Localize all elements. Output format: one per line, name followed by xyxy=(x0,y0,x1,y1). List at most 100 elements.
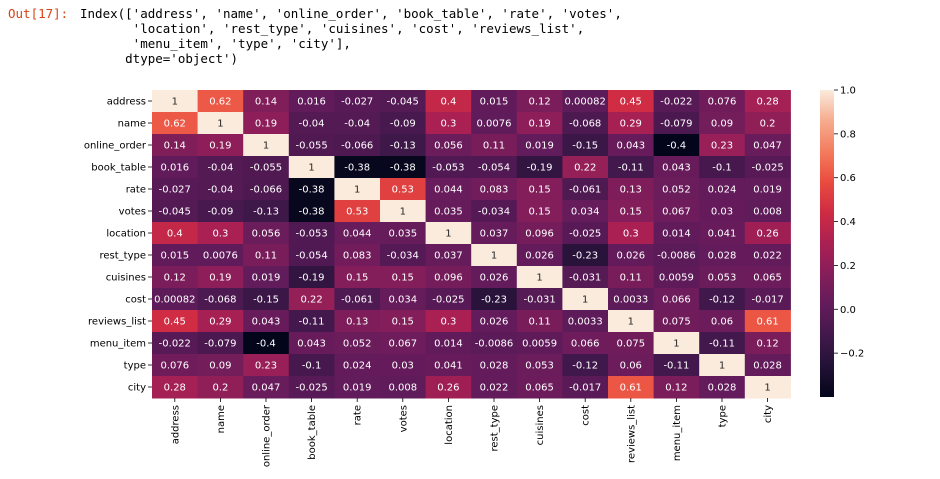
cell-value-label: 0.066 xyxy=(662,295,691,306)
cell-value-label: 0.028 xyxy=(753,361,782,372)
heatmap-cell xyxy=(653,200,700,223)
heatmap-cell xyxy=(197,310,244,333)
cell-value-label: 0.015 xyxy=(480,97,509,108)
heatmap-cell xyxy=(608,90,655,113)
cell-value-label: 0.11 xyxy=(528,317,550,328)
heatmap-cell xyxy=(197,244,244,267)
heatmap-cell xyxy=(197,156,244,179)
cell-value-label: 0.15 xyxy=(392,317,414,328)
heatmap-cell xyxy=(288,90,335,113)
cell-value-label: -0.079 xyxy=(660,119,692,130)
heatmap-cell xyxy=(471,200,518,223)
cell-value-label: 0.61 xyxy=(620,383,642,394)
heatmap-cell xyxy=(471,156,518,179)
cell-value-label: 0.024 xyxy=(343,361,372,372)
cell-value-label: 0.12 xyxy=(665,383,687,394)
cell-value-label: 0.056 xyxy=(434,141,463,152)
heatmap-cell xyxy=(425,310,472,333)
heatmap-cell xyxy=(243,310,290,333)
heatmap-cell xyxy=(744,376,791,399)
heatmap-cell xyxy=(471,310,518,333)
heatmap-cell xyxy=(653,288,700,311)
cell-value-label: 0.26 xyxy=(756,229,778,240)
cell-value-label: 0.041 xyxy=(708,229,737,240)
heatmap-cell xyxy=(608,266,655,289)
column-label: name xyxy=(216,405,227,433)
heatmap-cell xyxy=(562,376,609,399)
heatmap-cell xyxy=(516,376,563,399)
cell-value-label: 0.066 xyxy=(571,339,600,350)
cell-value-label: 0.067 xyxy=(388,339,417,350)
heatmap-cell xyxy=(516,90,563,113)
cell-value-label: -0.079 xyxy=(204,339,236,350)
cell-value-label: 1 xyxy=(491,251,497,262)
cell-value-label: -0.031 xyxy=(569,273,601,284)
cell-value-label: 0.29 xyxy=(620,119,642,130)
heatmap-cell xyxy=(699,310,746,333)
column-label: reviews_list xyxy=(626,405,637,463)
colorbar xyxy=(820,90,834,397)
cell-value-label: -0.11 xyxy=(618,163,644,174)
column-label: menu_item xyxy=(672,405,683,461)
heatmap-cell xyxy=(380,134,427,157)
row-label: rest_type xyxy=(99,251,146,262)
heatmap-cell xyxy=(288,200,335,223)
cell-value-label: 0.076 xyxy=(708,97,737,108)
heatmap-cell xyxy=(699,112,746,135)
heatmap-cell xyxy=(334,90,381,113)
heatmap-cell xyxy=(380,244,427,267)
heatmap-cell xyxy=(243,376,290,399)
heatmap-cell xyxy=(699,222,746,245)
column-label: online_order xyxy=(262,404,273,467)
output-line: 'menu_item', 'type', 'city'], xyxy=(80,36,351,51)
cell-value-label: 0.043 xyxy=(297,339,326,350)
heatmap-cell xyxy=(425,112,472,135)
heatmap-cell xyxy=(380,156,427,179)
cell-value-label: 0.2 xyxy=(760,119,776,130)
heatmap-cell xyxy=(653,178,700,201)
row-label: reviews_list xyxy=(88,317,146,328)
cell-value-label: 0.11 xyxy=(483,141,505,152)
heatmap-cell xyxy=(471,376,518,399)
heatmap-cell xyxy=(152,200,199,223)
cell-value-label: 0.22 xyxy=(300,295,322,306)
cell-value-label: 0.022 xyxy=(480,383,509,394)
cell-value-label: 1 xyxy=(172,97,178,108)
cell-value-label: 0.23 xyxy=(711,141,733,152)
heatmap-cell xyxy=(243,112,290,135)
heatmap-cell xyxy=(288,244,335,267)
cell-value-label: -0.066 xyxy=(250,185,282,196)
column-label: location xyxy=(444,405,455,445)
cell-value-label: 0.034 xyxy=(388,295,417,306)
cell-value-label: 0.0033 xyxy=(568,317,603,328)
output-line: dtype='object') xyxy=(80,51,239,66)
cell-value-label: 0.12 xyxy=(164,273,186,284)
heatmap-cell xyxy=(334,310,381,333)
column-label: book_table xyxy=(307,405,318,460)
heatmap-cell xyxy=(152,376,199,399)
output-prompt: Out[17]: xyxy=(8,6,69,21)
heatmap-cell xyxy=(744,244,791,267)
heatmap-cell xyxy=(608,222,655,245)
heatmap-cell xyxy=(744,112,791,135)
cell-value-label: -0.04 xyxy=(299,119,325,130)
cell-value-label: -0.045 xyxy=(387,97,419,108)
cell-value-label: -0.0086 xyxy=(475,339,514,350)
cell-value-label: 0.14 xyxy=(164,141,186,152)
heatmap-cell xyxy=(653,222,700,245)
cell-value-label: -0.15 xyxy=(572,141,598,152)
cell-value-label: -0.027 xyxy=(341,97,373,108)
heatmap-cell xyxy=(152,112,199,135)
heatmap-cell xyxy=(334,156,381,179)
cell-value-label: -0.054 xyxy=(478,163,510,174)
colorbar-tick-label: 0.2 xyxy=(840,261,856,272)
heatmap-cell xyxy=(334,332,381,355)
heatmap-cell xyxy=(197,178,244,201)
cell-value-label: -0.045 xyxy=(159,207,191,218)
cell-value-label: 0.022 xyxy=(753,251,782,262)
heatmap-cell xyxy=(516,178,563,201)
cell-value-label: 0.037 xyxy=(434,251,463,262)
cell-value-label: 0.15 xyxy=(528,207,550,218)
cell-value-label: -0.022 xyxy=(159,339,191,350)
column-label: cuisines xyxy=(535,405,546,445)
